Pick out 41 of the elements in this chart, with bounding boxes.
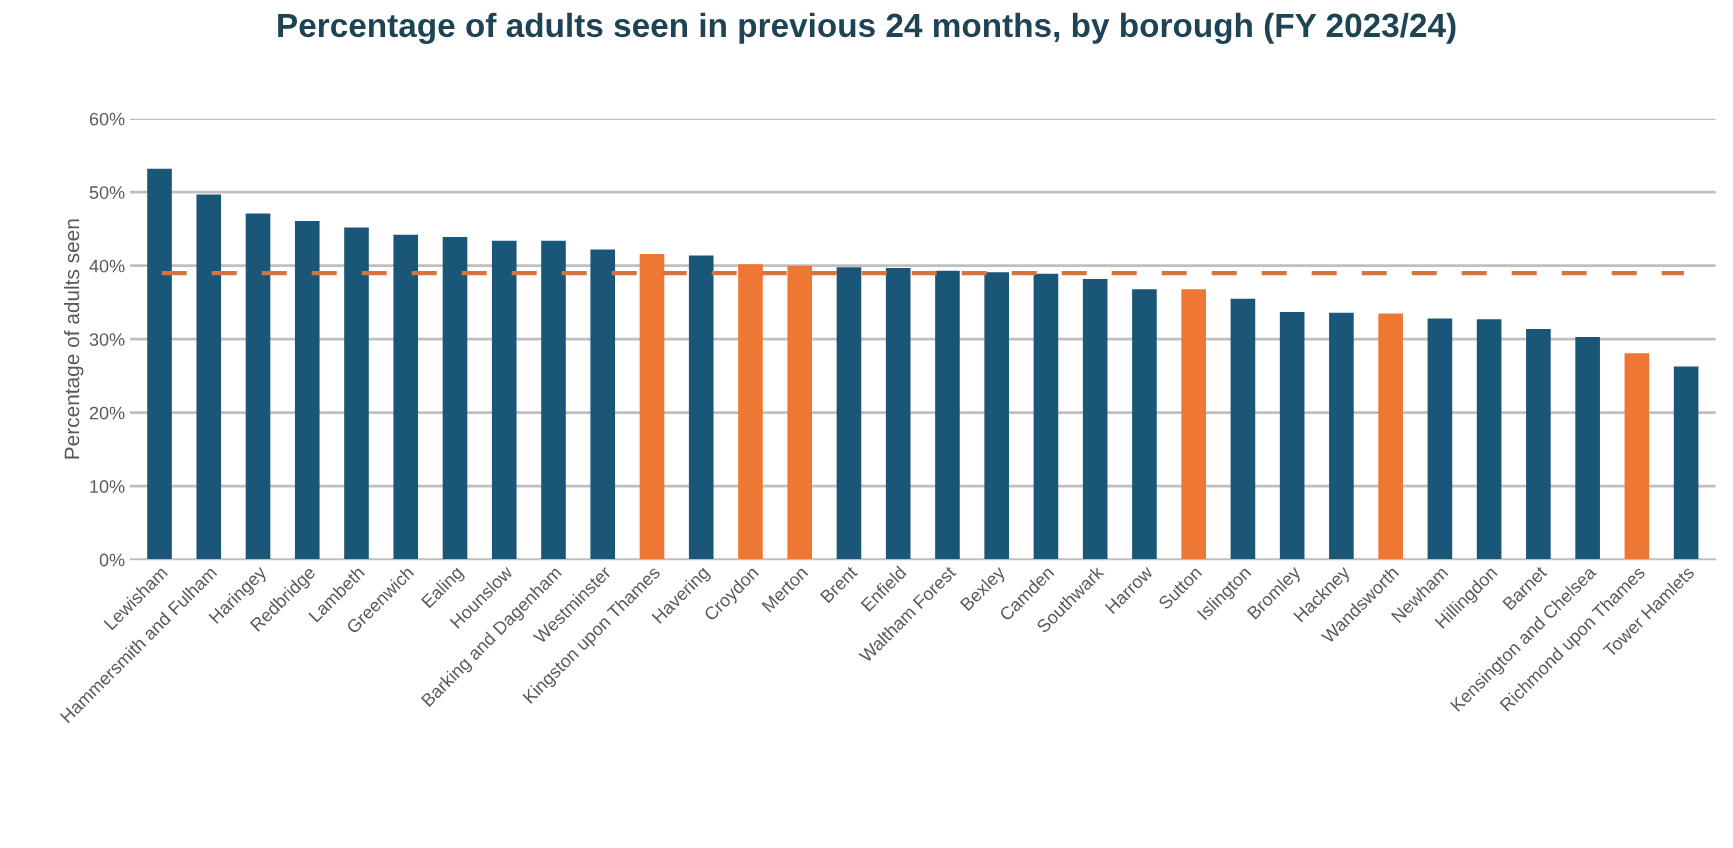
bar bbox=[836, 267, 862, 560]
y-tick-label: 0% bbox=[99, 553, 125, 567]
bar bbox=[1230, 298, 1256, 560]
y-axis-title: Percentage of adults seen bbox=[64, 219, 84, 459]
bar bbox=[1033, 273, 1059, 560]
bar bbox=[1132, 289, 1157, 560]
bar bbox=[1476, 319, 1502, 560]
bar bbox=[1378, 313, 1403, 560]
y-tick-label: 30% bbox=[89, 333, 125, 346]
chart-title: Percentage of adults seen in previous 24 months, by borough (FY 2023/24) bbox=[278, 12, 1456, 44]
bar bbox=[147, 168, 172, 560]
bar bbox=[639, 253, 665, 560]
bar bbox=[935, 270, 960, 560]
bar bbox=[787, 265, 813, 560]
bar bbox=[1329, 312, 1354, 560]
bar bbox=[442, 237, 468, 560]
bar bbox=[245, 213, 271, 560]
y-tick-label: 60% bbox=[89, 112, 125, 126]
bar bbox=[344, 227, 369, 560]
bar bbox=[1673, 366, 1699, 560]
y-tick-label: 10% bbox=[90, 480, 125, 493]
bar bbox=[294, 220, 320, 560]
bar bbox=[1624, 353, 1650, 560]
bar bbox=[1279, 312, 1305, 560]
bar bbox=[1427, 318, 1453, 560]
bar bbox=[1181, 289, 1206, 560]
y-tick-label: 50% bbox=[89, 186, 125, 199]
y-tick-label: 40% bbox=[89, 259, 125, 273]
y-tick-label: 20% bbox=[89, 406, 125, 420]
bar bbox=[688, 255, 714, 560]
bar bbox=[196, 194, 222, 560]
bar bbox=[590, 249, 616, 560]
bar bbox=[885, 267, 911, 560]
bar bbox=[541, 240, 566, 560]
bar bbox=[1526, 328, 1551, 560]
bar bbox=[1575, 337, 1600, 560]
bar bbox=[393, 234, 419, 560]
bar bbox=[1082, 278, 1108, 560]
bar bbox=[491, 240, 517, 560]
bar bbox=[984, 272, 1009, 560]
bar bbox=[738, 264, 763, 560]
